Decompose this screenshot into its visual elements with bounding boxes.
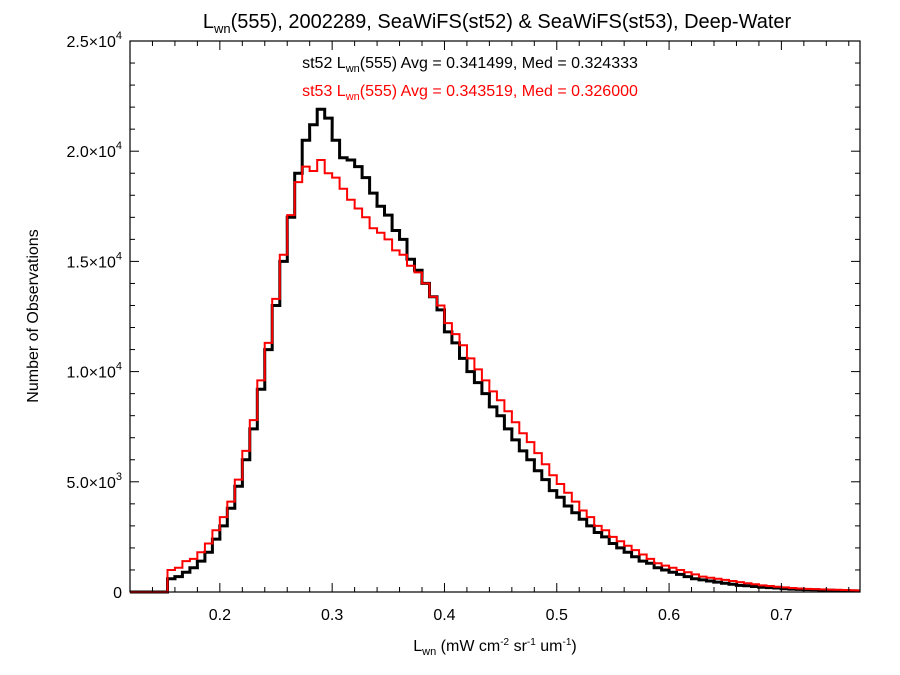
series-line-st53	[130, 159, 860, 593]
chart-title: Lwn(555), 2002289, SeaWiFS(st52) & SeaWi…	[203, 11, 792, 36]
y-tick-label: 1.0×104	[66, 361, 122, 382]
x-tick-label: 0.2	[209, 607, 231, 624]
x-tick-label: 0.4	[433, 607, 455, 624]
annotation-st53: st53 Lwn(555) Avg = 0.343519, Med = 0.32…	[302, 83, 638, 103]
plot-frame	[129, 40, 861, 593]
y-tick-label: 1.5×104	[66, 250, 122, 271]
x-tick-label: 0.7	[770, 607, 792, 624]
tick-layer	[129, 40, 860, 593]
x-tick-label: 0.3	[321, 607, 343, 624]
y-tick-label: 2.5×104	[66, 30, 122, 51]
y-tick-label: 2.0×104	[66, 140, 122, 161]
x-tick-label: 0.6	[658, 607, 680, 624]
series-line-st52	[130, 107, 860, 594]
y-tick-label: 0	[113, 585, 122, 602]
tick-label-layer: 0.2 0.3 0.4 0.5 0.6 0.7 0 5.0×103 1.0×104 1.5×104…	[66, 30, 792, 624]
series-layer	[130, 107, 860, 594]
annotation-st52: st52 Lwn(555) Avg = 0.341499, Med = 0.32…	[302, 55, 638, 75]
y-tick-label: 5.0×103	[66, 471, 122, 492]
x-tick-label: 0.5	[546, 607, 568, 624]
x-axis-label: Lwn (mW cm-2 sr-1 um-1)	[413, 637, 576, 658]
y-axis-label: Number of Observations	[25, 229, 42, 402]
